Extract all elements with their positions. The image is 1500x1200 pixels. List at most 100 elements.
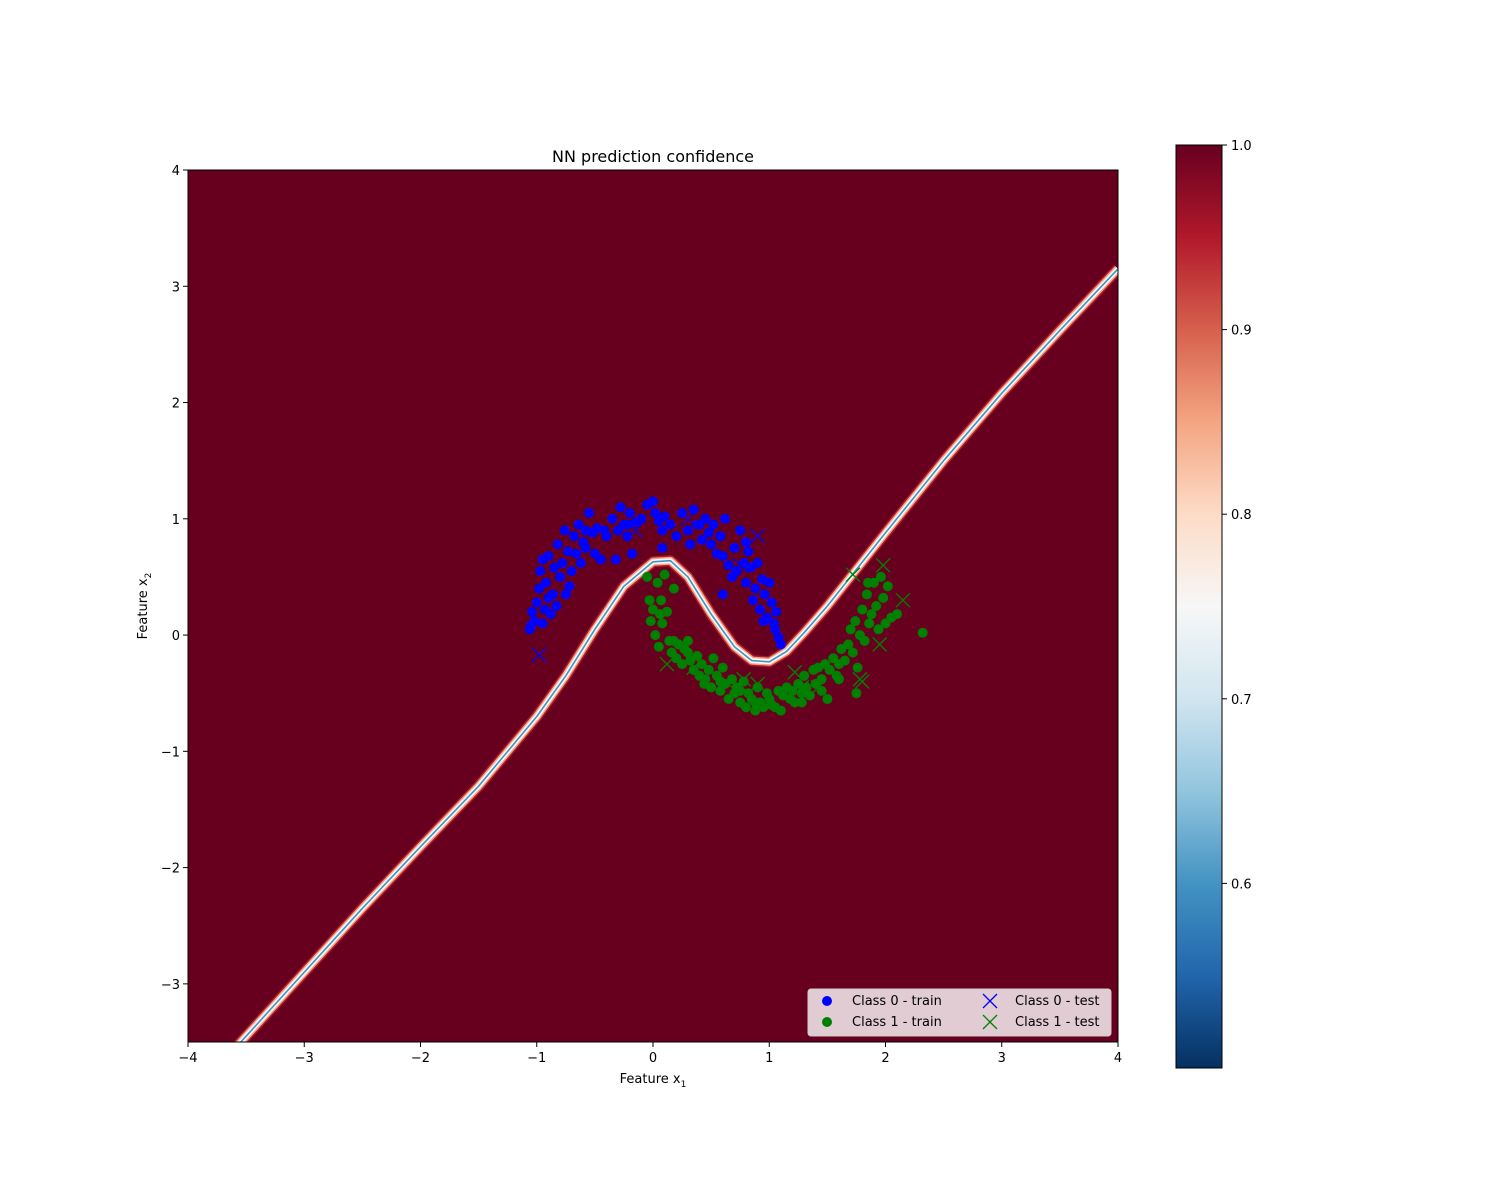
series-1-point — [847, 647, 858, 658]
series-1-point — [859, 635, 870, 646]
series-0-point — [770, 624, 781, 635]
series-0-point — [624, 508, 635, 518]
series-1-point — [866, 609, 877, 620]
series-3-point — [810, 679, 826, 695]
series-1-point — [692, 651, 703, 661]
series-0-point — [584, 508, 595, 518]
series-1-point — [766, 699, 777, 710]
series-1-point — [750, 705, 761, 716]
series-0-point — [535, 566, 546, 577]
series-1-point — [668, 583, 679, 594]
series-2-point — [732, 557, 748, 573]
x-tick-label: 2 — [881, 1051, 889, 1066]
series-3-point — [659, 656, 675, 672]
series-1-point — [816, 674, 827, 685]
series-1-point — [717, 662, 728, 673]
series-1-point — [738, 676, 749, 687]
series-1-point — [799, 670, 810, 681]
series-1-point — [852, 662, 863, 673]
series-0-point — [650, 508, 661, 518]
chart-title: NN prediction confidence — [552, 147, 754, 166]
series-1-point — [644, 595, 655, 606]
series-0-point — [715, 531, 726, 542]
series-1-point — [652, 577, 663, 588]
series-0-point — [543, 592, 554, 603]
series-1-point — [796, 697, 807, 708]
y-tick-label: 1 — [172, 513, 180, 528]
legend-label-class0-train: Class 0 - train — [852, 994, 942, 1009]
series-3-point — [686, 660, 702, 676]
series-0-point — [529, 616, 540, 627]
x-axis-label-text: Feature x — [620, 1072, 681, 1087]
colorbar-tick-label: 0.8 — [1231, 508, 1252, 523]
series-0-point — [748, 595, 758, 606]
series-0-point — [541, 577, 551, 588]
colorbar: 0.6 0.7 0.8 0.9 1.0 — [1175, 139, 1252, 1069]
series-1-point — [668, 635, 679, 646]
series-3-point — [721, 676, 737, 692]
legend-marker-class1-test — [982, 1014, 998, 1030]
series-0-point — [723, 560, 734, 571]
series-0-point — [534, 583, 545, 594]
series-0-point — [595, 554, 606, 565]
y-tick-label: 4 — [172, 164, 180, 179]
series-0-point — [636, 513, 647, 524]
series-1-point — [655, 609, 665, 620]
y-tick-label: −2 — [161, 862, 180, 877]
series-1-point — [682, 635, 693, 646]
series-1-point — [850, 616, 861, 627]
plot-area — [187, 169, 1119, 1043]
series-1-point — [834, 674, 844, 685]
series-1-point — [857, 604, 868, 615]
series-0-point — [622, 531, 633, 542]
x-tick-label: −4 — [178, 1051, 197, 1066]
series-1-point — [727, 674, 737, 685]
colorbar-tick-label: 0.6 — [1231, 877, 1252, 892]
series-0-point — [759, 589, 770, 600]
x-tick-label: 3 — [998, 1051, 1006, 1066]
series-0-point — [657, 542, 668, 553]
series-1-point — [843, 639, 854, 650]
series-0-point — [685, 539, 696, 550]
x-tick-label: −1 — [527, 1051, 546, 1066]
colorbar-tick-label: 0.7 — [1231, 693, 1252, 708]
x-tick-label: −2 — [411, 1051, 430, 1066]
series-1-point — [735, 685, 746, 696]
series-0-point — [703, 527, 714, 538]
series-0-point — [717, 551, 728, 561]
series-0-point — [569, 531, 579, 542]
series-1-point — [864, 618, 875, 629]
series-0-point — [555, 571, 565, 582]
series-0-point — [682, 525, 693, 536]
series-1-point — [677, 659, 688, 670]
series-0-point — [671, 531, 682, 542]
legend-box — [807, 988, 1112, 1037]
series-1-point — [851, 688, 862, 699]
y-tick-label: 0 — [172, 629, 180, 644]
y-tick-label: 2 — [172, 397, 180, 412]
series-0-point — [720, 513, 731, 524]
boundary-band-core — [239, 268, 1118, 1042]
series-0-point — [766, 597, 777, 608]
series-0-point — [692, 519, 703, 530]
series-0-point — [564, 581, 575, 592]
series-0-point — [708, 519, 719, 530]
legend-label-class1-train: Class 1 - train — [852, 1015, 942, 1030]
legend-label-class1-test: Class 1 - test — [1015, 1015, 1100, 1030]
series-1-point — [917, 627, 928, 638]
series-0-point — [729, 542, 740, 553]
x-axis: −4 −3 −2 −1 0 1 2 3 4 — [178, 1042, 1122, 1066]
series-0-point — [752, 558, 763, 568]
series-1-point — [861, 589, 872, 600]
series-0-point — [573, 519, 584, 530]
decision-boundary — [233, 265, 1118, 1042]
series-0-point — [758, 616, 769, 627]
series-1-point — [871, 601, 882, 611]
series-0-point — [627, 548, 638, 559]
y-tick-label: −1 — [161, 745, 180, 760]
y-axis-label: Feature x2 — [136, 573, 154, 640]
series-3-point — [895, 592, 911, 608]
series-0-point — [549, 562, 560, 573]
series-1-point — [741, 702, 751, 713]
y-axis-label-text: Feature x — [136, 578, 151, 639]
